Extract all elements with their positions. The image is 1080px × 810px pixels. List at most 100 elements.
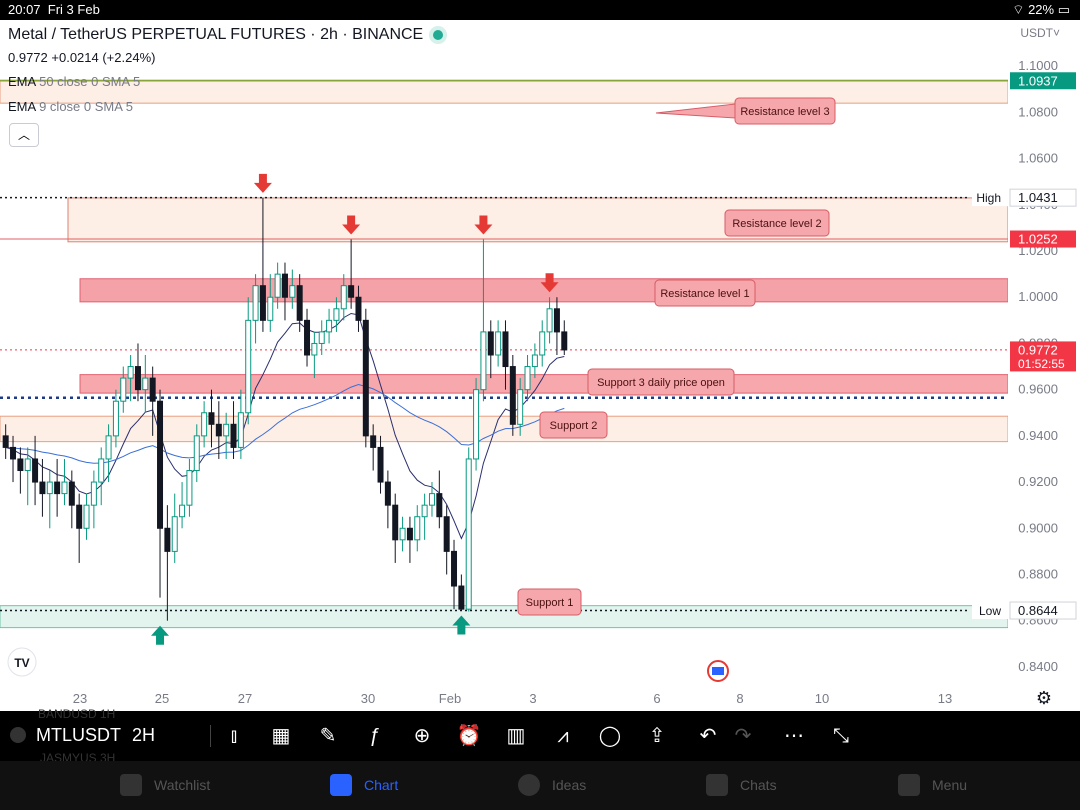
candle: [274, 262, 281, 309]
bar-chart-icon[interactable]: ▥: [506, 725, 526, 747]
candle-body: [304, 319, 311, 356]
candle: [436, 470, 443, 529]
compare-chart-icon[interactable]: ⩘: [557, 725, 569, 747]
candle: [105, 424, 112, 483]
zone-label: Support 2: [550, 420, 598, 432]
tab-ideas[interactable]: Ideas: [552, 777, 587, 793]
candle: [531, 343, 538, 379]
symbol-logo-icon: [10, 727, 26, 743]
x-tick-label: 25: [155, 691, 169, 706]
tab-menu[interactable]: Menu: [932, 777, 968, 793]
y-tick-label: 0.9400: [1018, 428, 1058, 443]
ideas-bulb-icon[interactable]: ◯: [598, 725, 622, 747]
candle-body: [237, 412, 244, 448]
candle: [90, 470, 97, 529]
fullscreen-icon[interactable]: ⤡: [833, 725, 849, 747]
candle: [149, 366, 156, 436]
collapse-legend-button[interactable]: ︿: [9, 123, 39, 147]
candle-body: [348, 285, 355, 298]
more-dots-icon[interactable]: ⋯: [784, 725, 804, 747]
candle-body: [553, 308, 560, 333]
candle-body: [134, 366, 141, 391]
candle: [311, 331, 318, 379]
alert-clock-icon[interactable]: ⏰: [456, 725, 482, 747]
candle-body: [68, 481, 75, 506]
candle-body: [259, 285, 266, 321]
candle: [333, 297, 340, 332]
zone-label: Support 1: [526, 597, 574, 609]
candle: [164, 505, 171, 621]
candle: [517, 378, 524, 436]
share-icon[interactable]: ⇪: [648, 725, 666, 747]
candle: [201, 401, 208, 448]
candle: [54, 458, 61, 517]
candle-body: [340, 285, 347, 310]
candle: [421, 493, 428, 540]
zone-rect: [79, 278, 1009, 303]
price-tag: [1009, 601, 1077, 620]
candle: [289, 269, 296, 309]
candle: [112, 389, 119, 448]
candle-body: [362, 319, 369, 437]
price-tag: [1009, 188, 1077, 207]
candle-body: [179, 504, 186, 518]
zone-label: Support 3 daily price open: [597, 377, 725, 389]
candle: [348, 239, 355, 309]
indicators-fx-icon[interactable]: ƒ: [369, 725, 381, 747]
candle-body: [502, 331, 509, 368]
candle: [76, 493, 83, 563]
candle-body: [215, 423, 222, 437]
down-arrow-icon: [342, 215, 361, 235]
candle-style-icon[interactable]: ⫾: [230, 725, 238, 747]
x-tick-label: 3: [529, 691, 536, 706]
candle: [296, 274, 303, 332]
candle: [553, 297, 560, 355]
tab-chart[interactable]: Chart: [364, 777, 399, 793]
candle-body: [296, 285, 303, 321]
tab-chats[interactable]: Chats: [740, 777, 777, 793]
undo-icon[interactable]: ↶: [699, 725, 717, 747]
currency-selector[interactable]: USDT˅: [1020, 26, 1060, 40]
candle: [355, 285, 362, 332]
candle-body: [98, 458, 105, 483]
candle: [326, 308, 333, 344]
up-arrow-icon: [452, 615, 471, 635]
zone-rect: [0, 605, 1009, 629]
candle: [480, 239, 487, 402]
indicator-ema-9[interactable]: EMA 9 close 0 SMA 5: [8, 99, 134, 114]
candle-body: [487, 331, 494, 356]
calendar-range-icon[interactable]: ▦: [271, 725, 291, 747]
candle: [46, 470, 53, 529]
candle: [2, 424, 9, 459]
redo-icon[interactable]: ↷: [734, 725, 752, 747]
zone-label-box: [724, 209, 830, 237]
candle-body: [32, 458, 39, 483]
add-plus-icon[interactable]: ⊕: [413, 725, 431, 747]
price-tag-value: 1.0431: [1018, 190, 1058, 205]
candle: [304, 308, 311, 367]
indicator-ema-50[interactable]: EMA 50 close 0 SMA 5: [8, 74, 141, 89]
price-chart[interactable]: Resistance level 3 Resistance level 2 Resi…: [0, 0, 1080, 711]
tradingview-logo-icon: [7, 647, 37, 677]
candle-body: [157, 400, 164, 529]
tab-watchlist[interactable]: Watchlist: [154, 777, 211, 793]
candle-body: [208, 412, 215, 425]
candle: [24, 447, 31, 506]
timeframe-button[interactable]: 2H: [132, 725, 156, 745]
candle: [392, 493, 399, 563]
candle: [524, 355, 531, 402]
symbol-title[interactable]: Metal / TetherUS PERPETUAL FUTURES · 2h …: [8, 26, 424, 43]
candle-body: [274, 273, 281, 298]
zone-label: Resistance level 1: [660, 288, 749, 300]
candle-body: [443, 516, 450, 552]
symbol-button[interactable]: MTLUSDT: [36, 725, 121, 745]
candle-body: [326, 319, 333, 333]
drawing-pen-icon[interactable]: ✎: [319, 725, 337, 747]
candle-body: [414, 516, 421, 541]
zone-rect: [67, 197, 1009, 243]
candle-body: [186, 470, 193, 506]
candle-body: [539, 331, 546, 356]
price-tag-label: High: [976, 191, 1001, 205]
y-tick-label: 1.0600: [1018, 151, 1058, 166]
candle-body: [480, 331, 487, 391]
